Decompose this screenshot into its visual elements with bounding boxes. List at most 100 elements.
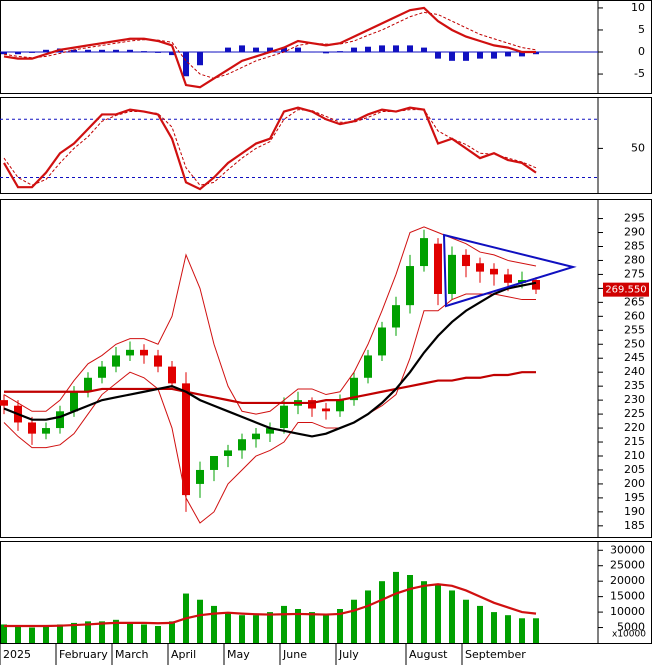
histogram-bar [323,52,329,54]
volume-bar [253,615,259,643]
y-tick-label: 285 [624,239,645,252]
y-tick-label: 30000 [610,543,645,556]
histogram-bar [43,49,49,53]
candle-body [280,405,288,429]
volume-bar [533,618,539,643]
series-line [3,281,537,438]
volume-bar [141,624,147,643]
candle-body [490,268,498,275]
y-tick-label: 190 [624,505,645,518]
series-line [3,226,537,415]
y-tick-label: 245 [624,351,645,364]
volume-bar [57,624,63,643]
x-tick-label: September [465,648,526,661]
x-tick-label: February [59,648,108,661]
volume-bar [477,605,483,643]
histogram-bar [211,52,217,53]
histogram-bar [113,49,119,53]
y-tick-label: 10000 [610,605,645,618]
volume-bar [449,590,455,643]
candle-body [182,383,190,496]
histogram-bar [253,47,259,53]
volume-bar [351,599,357,643]
histogram-bar [309,52,315,53]
x-tick-label: July [338,648,359,661]
panel-frame [0,0,652,94]
histogram-bar [449,52,455,61]
volume-bar [519,618,525,643]
candle-body [532,280,540,290]
y-tick-label: 195 [624,491,645,504]
volume-bar [379,581,385,643]
series-line [3,109,537,186]
volume-bar [281,605,287,643]
x-tick-label: May [227,648,250,661]
histogram-bar [169,52,175,56]
volume-bar [43,626,49,643]
y-tick-label: 220 [624,421,645,434]
histogram-bar [85,49,91,53]
volume-bar [113,619,119,643]
y-tick-label: 5 [638,23,645,36]
candle-body [252,433,260,440]
volume-bar [239,615,245,643]
volume-bar [323,615,329,643]
volume-bar [393,571,399,643]
histogram-bar [225,47,231,53]
candle-body [98,366,106,378]
y-tick-label: 0 [638,45,645,58]
y-tick-label: 25000 [610,559,645,572]
volume-bar [127,622,133,643]
histogram-bar [393,45,399,53]
histogram-bar [281,47,287,53]
y-tick-label: 15000 [610,590,645,603]
candle-body [518,280,526,283]
candle-body [126,349,134,356]
histogram-bar [519,52,525,57]
candle-body [28,422,36,434]
candle-body [434,243,442,294]
y-tick-label: 50 [631,141,645,154]
y-tick-label: 295 [624,212,645,225]
candle-body [476,263,484,272]
histogram-bar [337,51,343,53]
histogram-bar [15,52,21,55]
histogram-bar [99,49,105,53]
histogram-bar [295,47,301,53]
series-line [3,6,536,89]
volume-bar [407,575,413,643]
histogram-bar [127,49,133,53]
histogram-bar [1,52,7,55]
histogram-bar [71,49,77,53]
candle-body [420,238,428,267]
y-tick-label: -5 [634,67,645,80]
volume-bar [29,627,35,643]
volume-bar [463,599,469,643]
y-tick-label: 235 [624,379,645,392]
volume-bar [435,584,441,643]
volume-bar [211,605,217,643]
candle-body [70,391,78,412]
candle-body [84,377,92,392]
candle-body [210,455,218,470]
x-tick-label: June [282,648,307,661]
histogram-bar [421,47,427,53]
histogram-bar [183,52,189,77]
candle-body [406,266,414,306]
y-tick-label: 265 [624,295,645,308]
y-tick-label: 215 [624,435,645,448]
histogram-bar [351,47,357,53]
candle-body [0,400,8,406]
candle-body [112,355,120,367]
histogram-bar [155,52,161,53]
candle-body [448,254,456,294]
panel-frame [0,97,652,194]
volume-bar [15,626,21,643]
y-tick-label: 10 [631,1,645,14]
histogram-bar [407,45,413,53]
histogram-bar [239,45,245,53]
y-tick-label: 5000 [617,621,645,634]
series-line [4,583,537,628]
y-tick-label: 20000 [610,574,645,587]
histogram-bar [477,52,483,59]
